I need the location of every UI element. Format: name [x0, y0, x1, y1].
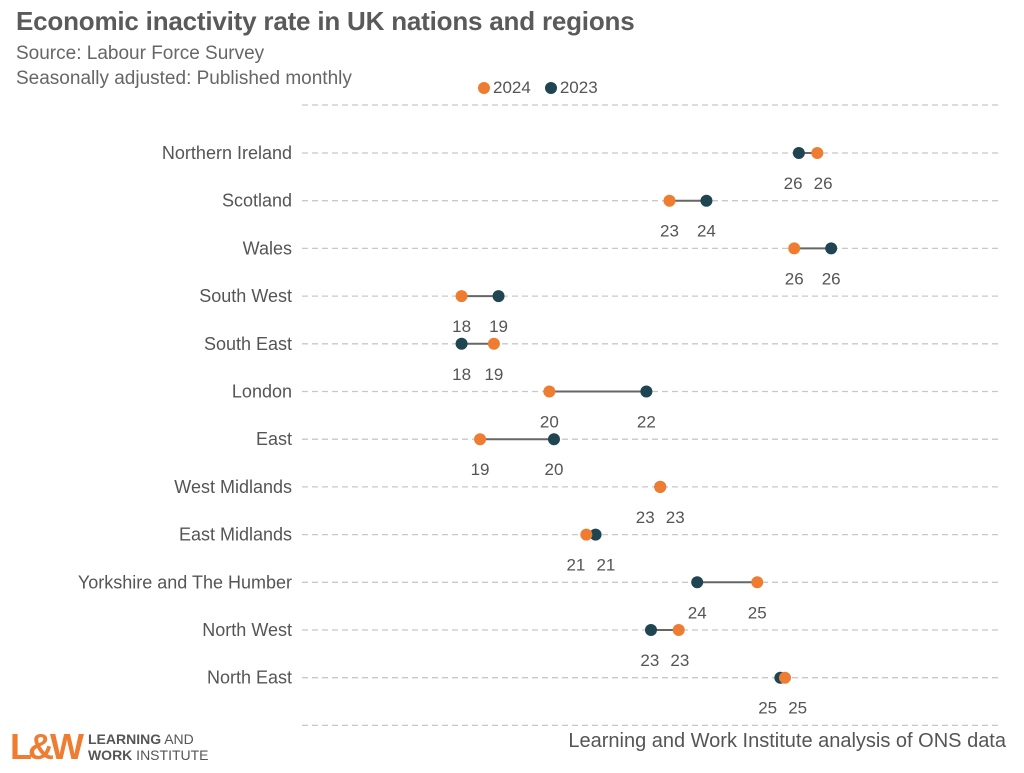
point-2024: [474, 433, 487, 446]
category-label: West Midlands: [174, 477, 292, 497]
category-label: South East: [204, 334, 292, 354]
value-label-2024: 20: [540, 413, 559, 432]
value-label-2023: 25: [758, 699, 777, 718]
legend-swatch-2024: [478, 82, 490, 94]
legend-item-2024: 2024: [478, 78, 531, 98]
point-2024: [580, 528, 593, 541]
point-2024: [811, 147, 824, 159]
value-label-2023: 23: [666, 508, 685, 527]
point-2023: [792, 147, 805, 159]
value-label-2024: 23: [636, 508, 655, 527]
point-2024: [672, 624, 685, 636]
point-2023: [645, 624, 657, 636]
category-label: Northern Ireland: [162, 143, 292, 163]
legend-label-2024: 2024: [493, 78, 531, 97]
logo-line1-bold: LEARNING: [87, 731, 162, 747]
value-label-2024: 25: [788, 699, 807, 718]
logo-text: LEARNING AND WORK INSTITUTE: [88, 731, 209, 763]
category-label: North East: [207, 668, 292, 688]
logo-mark: L&W: [10, 726, 84, 767]
logo-line1-rest: AND: [161, 731, 194, 747]
logo-line2-rest: INSTITUTE: [132, 747, 209, 763]
value-label-2023: 19: [489, 317, 508, 336]
value-label-2023: 20: [545, 460, 564, 479]
category-label: Wales: [243, 238, 292, 258]
category-label: South West: [199, 286, 292, 306]
value-label-2023: 21: [596, 556, 615, 575]
logo-line2-bold: WORK: [87, 747, 133, 763]
point-2024: [751, 576, 764, 589]
chart-title: Economic inactivity rate in UK nations a…: [16, 6, 635, 36]
category-label: Yorkshire and The Humber: [78, 572, 292, 592]
chart-subtitle: Source: Labour Force Survey: [16, 43, 265, 64]
point-2023: [455, 337, 468, 350]
value-label-2024: 18: [452, 317, 471, 336]
value-label-2023: 22: [637, 413, 656, 432]
category-label: North West: [202, 620, 292, 640]
value-label-2023: 26: [784, 174, 803, 193]
point-2023: [640, 385, 653, 398]
category-label: Scotland: [222, 191, 292, 211]
value-label-2024: 26: [785, 269, 804, 288]
value-label-2024: 25: [748, 603, 767, 622]
value-label-2023: 24: [697, 222, 716, 241]
point-2023: [547, 433, 560, 446]
point-2023: [825, 242, 838, 255]
point-2023: [691, 576, 704, 589]
category-label: East Midlands: [179, 525, 292, 545]
legend-item-2023: 2023: [544, 78, 598, 98]
point-2023: [589, 528, 602, 541]
legend-label-2023: 2023: [559, 78, 598, 97]
point-2024: [778, 671, 791, 684]
point-2024: [455, 290, 468, 303]
value-label-2024: 19: [484, 365, 503, 384]
value-label-2024: 23: [670, 651, 689, 670]
value-label-2023: 24: [688, 603, 707, 622]
category-label: East: [256, 429, 292, 449]
value-label-2024: 19: [471, 460, 490, 479]
lw-logo: L&W LEARNING AND WORK INSTITUTE: [10, 726, 209, 767]
value-label-2024: 23: [660, 222, 679, 241]
point-2024: [543, 385, 556, 398]
source-note: Learning and Work Institute analysis of …: [568, 730, 1006, 752]
point-2023: [700, 194, 713, 207]
point-2024: [654, 480, 667, 493]
point-2024: [487, 337, 500, 350]
point-2023: [492, 290, 505, 303]
point-2024: [663, 194, 676, 207]
legend: 2024 2023: [478, 78, 598, 98]
chart-note: Seasonally adjusted: Published monthly: [16, 68, 352, 89]
category-label: London: [232, 382, 292, 402]
point-2024: [788, 242, 801, 255]
value-label-2023: 18: [452, 365, 471, 384]
value-label-2023: 23: [640, 651, 659, 670]
value-label-2023: 26: [822, 269, 841, 288]
value-label-2024: 26: [814, 174, 833, 193]
legend-swatch-2023: [544, 82, 557, 94]
value-label-2024: 21: [566, 556, 585, 575]
